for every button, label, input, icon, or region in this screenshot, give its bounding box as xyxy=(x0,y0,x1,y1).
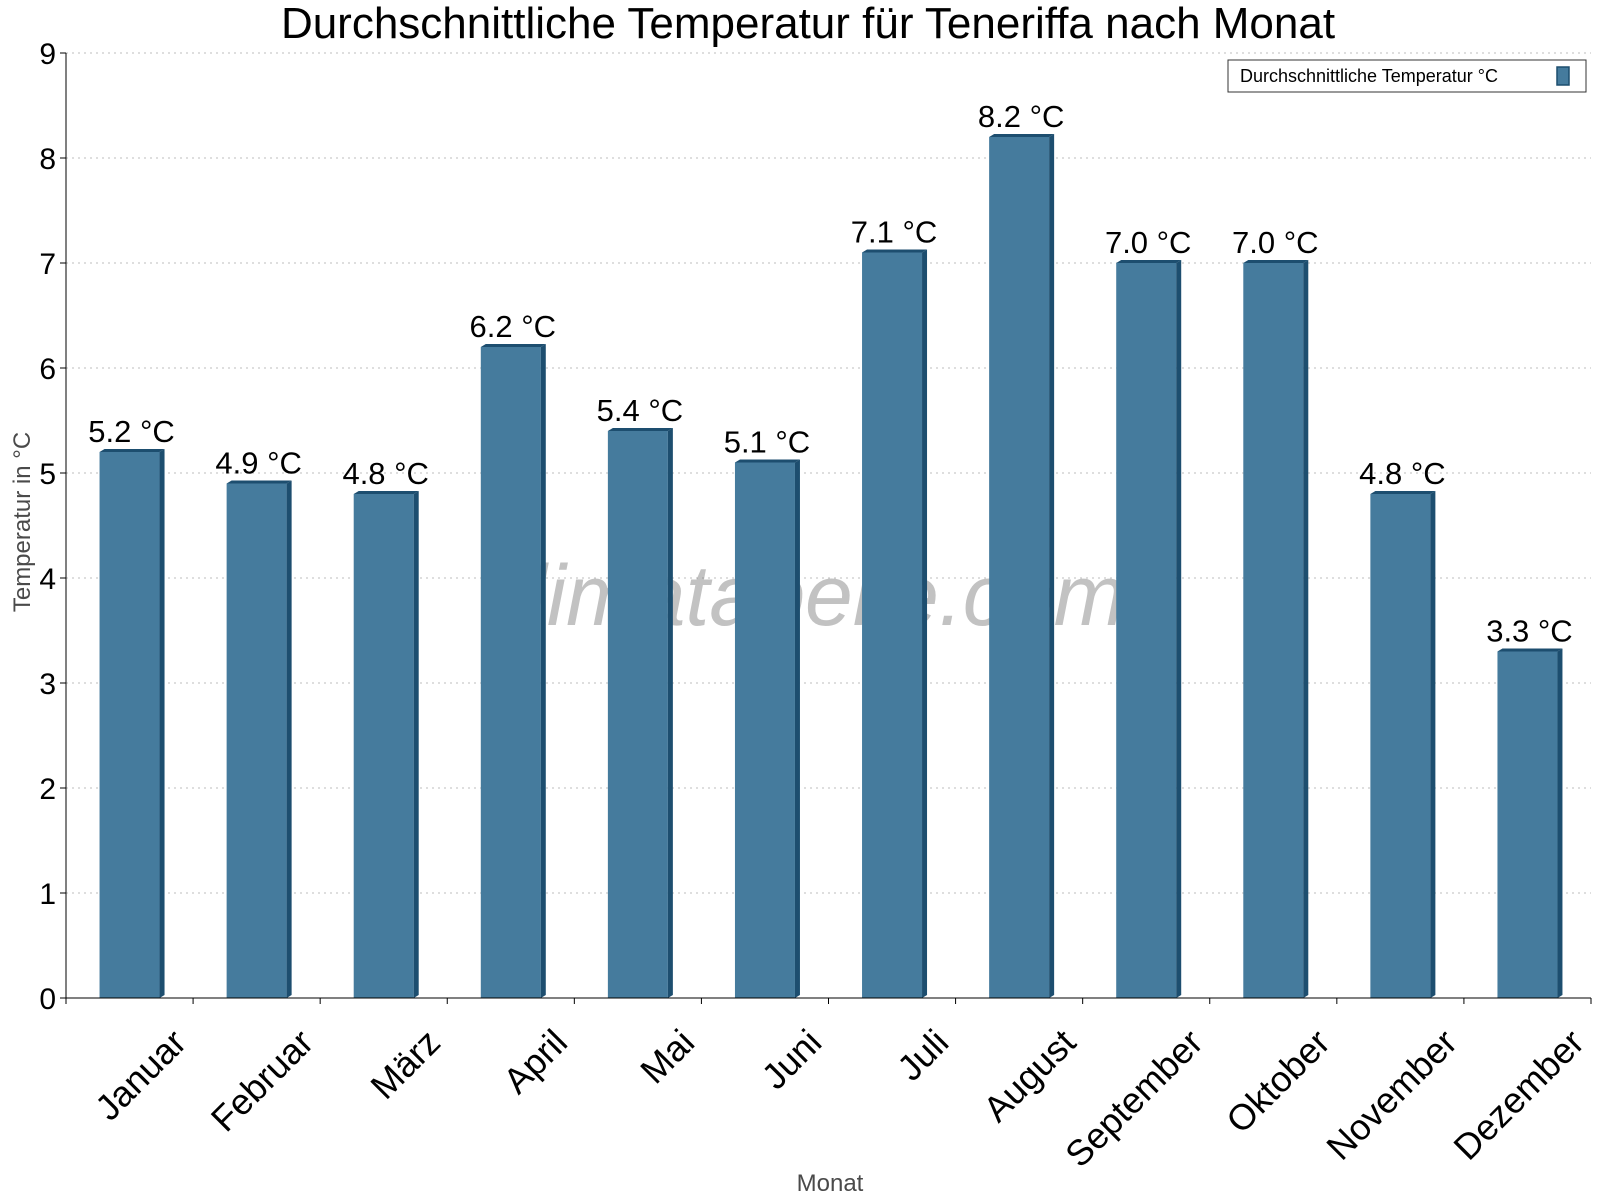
bar-4 xyxy=(480,344,546,998)
legend-swatch xyxy=(1556,66,1570,86)
data-label: 6.2 °C xyxy=(470,309,557,344)
bar-side xyxy=(922,249,928,998)
bar-12 xyxy=(1497,648,1563,998)
legend-label: Durchschnittliche Temperatur °C xyxy=(1240,66,1498,86)
bar-side xyxy=(794,459,800,998)
bar-top xyxy=(353,491,419,494)
bar-side xyxy=(1049,134,1055,998)
data-label: 8.2 °C xyxy=(978,99,1065,134)
data-label: 5.1 °C xyxy=(724,425,811,460)
bar-face xyxy=(226,483,287,998)
x-axis-label: Monat xyxy=(797,1170,864,1197)
bar-face xyxy=(1497,651,1558,998)
bar-face xyxy=(480,347,541,998)
bar-top xyxy=(99,449,165,452)
bar-face xyxy=(862,252,923,998)
bar-side xyxy=(667,428,673,998)
x-tick-label: Mai xyxy=(632,1021,702,1091)
x-tick-label: Oktober xyxy=(1218,1021,1338,1141)
y-tick-label: 9 xyxy=(39,38,56,71)
x-tick-labels: Januar Februar März April Mai Juni Juli AugustS… xyxy=(87,1021,1592,1175)
bar-11 xyxy=(1370,491,1436,998)
y-tick-label: 1 xyxy=(39,878,56,911)
x-tick-label: Juni xyxy=(754,1021,830,1097)
y-tick-label: 4 xyxy=(39,563,56,596)
bar-series: 5.2 °C 4.9 °C 4.8 °C 6.2 °C 5.4 °C 5.1 °C 7.1 … xyxy=(88,99,1573,998)
gridlines xyxy=(66,52,1591,894)
x-tick-label: März xyxy=(362,1021,448,1107)
bar-top xyxy=(1497,648,1563,652)
y-tick-label: 0 xyxy=(39,983,56,1016)
bar-9 xyxy=(1116,260,1182,998)
y-tick-label: 6 xyxy=(39,353,56,386)
data-label: 3.3 °C xyxy=(1486,614,1573,649)
x-tick-label: September xyxy=(1057,1021,1211,1175)
bar-2 xyxy=(226,480,292,998)
bar-face xyxy=(99,452,160,998)
bar-10 xyxy=(1243,260,1309,998)
bar-side xyxy=(1176,260,1182,998)
x-tick-label: Juli xyxy=(889,1021,956,1088)
data-label: 5.4 °C xyxy=(597,393,684,428)
bar-top xyxy=(989,134,1055,137)
bar-side xyxy=(1303,260,1309,998)
bar-1 xyxy=(99,449,165,998)
y-tick-labels: 0 1 2 3 4 5 6 7 8 9 xyxy=(39,38,56,1016)
axes xyxy=(60,52,1592,1004)
y-tick-label: 8 xyxy=(39,143,56,176)
bar-top xyxy=(734,459,800,463)
bar-side xyxy=(413,491,419,998)
bar-top xyxy=(862,249,928,253)
x-tick-label: Februar xyxy=(203,1021,321,1139)
bar-6 xyxy=(734,459,800,998)
x-tick-label: Dezember xyxy=(1445,1021,1591,1167)
legend: Durchschnittliche Temperatur °C xyxy=(1227,59,1587,93)
data-label: 5.2 °C xyxy=(88,414,175,449)
bar-face xyxy=(607,431,668,998)
bar-8 xyxy=(989,134,1055,998)
bar-top xyxy=(1116,260,1182,263)
data-label: 7.1 °C xyxy=(851,215,938,250)
x-tick-label: Januar xyxy=(87,1021,194,1128)
y-tick-label: 3 xyxy=(39,668,56,701)
bar-side xyxy=(540,344,546,998)
bar-side xyxy=(159,449,165,998)
bar-top xyxy=(1370,491,1436,494)
chart-title: Durchschnittliche Temperatur für Tenerif… xyxy=(281,0,1335,48)
data-label: 4.9 °C xyxy=(215,446,302,481)
bar-face xyxy=(1243,263,1304,998)
bar-side xyxy=(1430,491,1436,998)
bar-top xyxy=(226,480,292,484)
bar-3 xyxy=(353,491,419,998)
bar-top xyxy=(1243,260,1309,263)
bar-side xyxy=(1557,648,1563,998)
y-tick-label: 5 xyxy=(39,458,56,491)
data-label: 7.0 °C xyxy=(1105,225,1192,260)
y-tick-label: 7 xyxy=(39,248,56,281)
bar-face xyxy=(734,462,795,998)
data-label: 4.8 °C xyxy=(1359,456,1446,491)
bar-face xyxy=(989,137,1050,998)
legend-box xyxy=(1227,59,1587,93)
bar-5 xyxy=(607,428,673,998)
bar-7 xyxy=(862,249,928,998)
x-tick-label: April xyxy=(495,1021,575,1101)
bar-face xyxy=(1370,494,1431,998)
data-label: 7.0 °C xyxy=(1232,225,1319,260)
y-axis-label: Temperatur in °C xyxy=(9,432,36,612)
bar-top xyxy=(607,428,673,431)
x-tick-label: August xyxy=(975,1021,1083,1129)
x-tick-label: November xyxy=(1318,1021,1464,1167)
bar-side xyxy=(286,480,292,998)
bar-top xyxy=(480,344,546,347)
bar-face xyxy=(353,494,414,998)
y-tick-label: 2 xyxy=(39,773,56,806)
bar-face xyxy=(1116,263,1177,998)
data-label: 4.8 °C xyxy=(342,456,429,491)
